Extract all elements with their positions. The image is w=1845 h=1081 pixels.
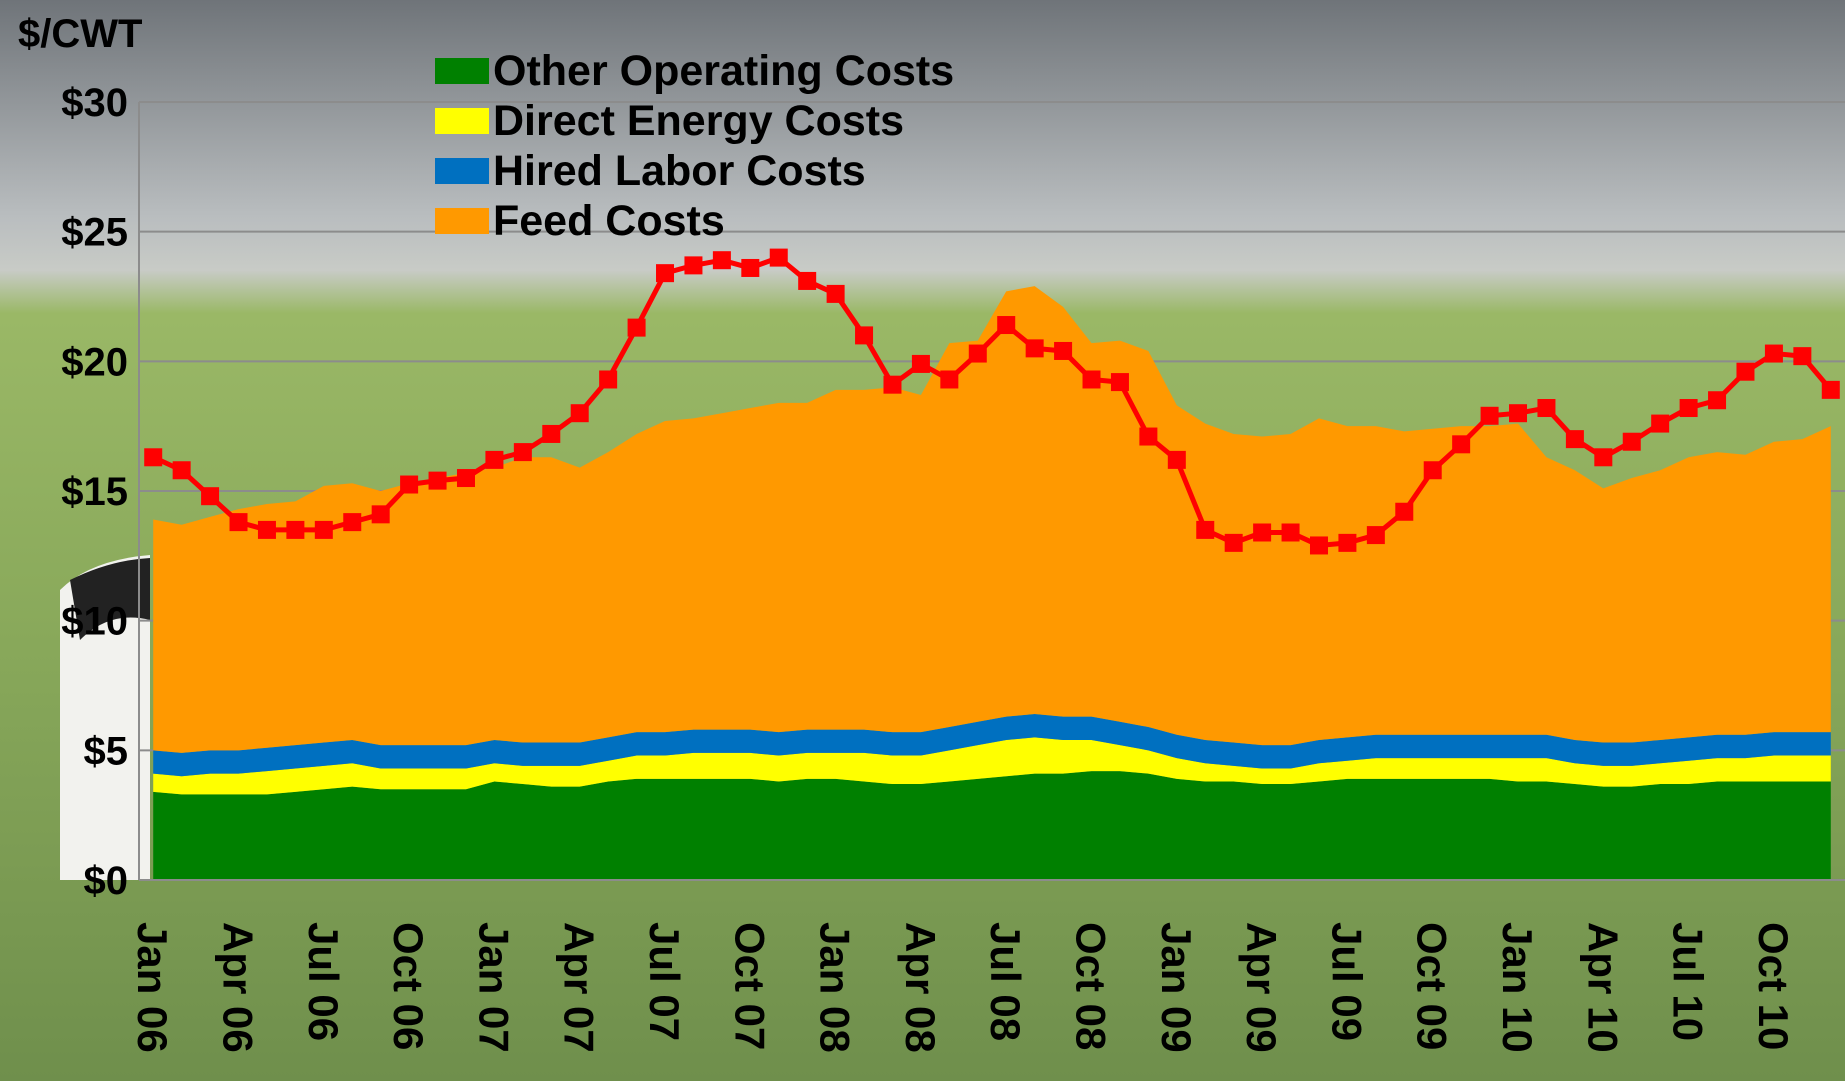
marker — [1822, 381, 1840, 399]
marker — [1509, 404, 1527, 422]
x-tick-label: Apr 07 — [556, 922, 603, 1053]
marker — [173, 461, 191, 479]
y-tick-label: $0 — [84, 859, 129, 903]
marker — [258, 521, 276, 539]
marker — [997, 316, 1015, 334]
marker — [770, 249, 788, 267]
legend-label: Hired Labor Costs — [493, 147, 866, 195]
y-tick-label: $30 — [61, 81, 128, 125]
marker — [457, 469, 475, 487]
legend-label: Feed Costs — [493, 197, 725, 245]
marker — [1139, 428, 1157, 446]
legend-swatch — [435, 208, 489, 234]
legend-label: Other Operating Costs — [493, 47, 954, 95]
x-tick-label: Jan 09 — [1153, 922, 1200, 1053]
x-tick-label: Jul 06 — [300, 922, 347, 1041]
x-tick-label: Oct 07 — [726, 922, 773, 1050]
marker — [1395, 503, 1413, 521]
marker — [1481, 407, 1499, 425]
marker — [514, 443, 532, 461]
y-tick-label: $15 — [61, 470, 128, 514]
marker — [883, 376, 901, 394]
y-tick-label: $10 — [61, 600, 128, 644]
marker — [1338, 534, 1356, 552]
x-tick-label: Oct 09 — [1409, 922, 1456, 1050]
x-tick-label: Jul 10 — [1665, 922, 1712, 1041]
marker — [230, 513, 248, 531]
marker — [656, 264, 674, 282]
marker — [798, 272, 816, 290]
marker — [1424, 461, 1442, 479]
marker — [429, 472, 447, 490]
marker — [201, 487, 219, 505]
marker — [1793, 347, 1811, 365]
legend-swatch — [435, 108, 489, 134]
marker — [855, 326, 873, 344]
marker — [372, 505, 390, 523]
x-tick-label: Jan 06 — [129, 922, 176, 1053]
marker — [827, 285, 845, 303]
marker — [1282, 523, 1300, 541]
chart: $/CWT $0 $5 $10 $15 $20 $25 $30 Jan 06 Apr 06 Jul… — [0, 0, 1845, 1081]
legend-swatch — [435, 58, 489, 84]
y-tick-label: $20 — [61, 340, 128, 384]
marker — [1168, 451, 1186, 469]
marker — [713, 251, 731, 269]
marker — [1594, 448, 1612, 466]
legend-label: Direct Energy Costs — [493, 97, 904, 145]
page: {"chart_data":{"type":"stacked-area-line… — [0, 0, 1845, 1081]
x-tick-label: Jan 07 — [470, 922, 517, 1053]
marker — [1651, 415, 1669, 433]
marker — [343, 513, 361, 531]
marker — [1026, 339, 1044, 357]
marker — [1452, 435, 1470, 453]
marker — [684, 256, 702, 274]
x-tick-label: Apr 06 — [215, 922, 262, 1053]
marker — [599, 370, 617, 388]
marker — [1623, 433, 1641, 451]
marker — [1537, 399, 1555, 417]
x-tick-label: Jan 10 — [1494, 922, 1541, 1053]
x-tick-label: Apr 09 — [1238, 922, 1285, 1053]
marker — [1054, 342, 1072, 360]
y-tick-label: $25 — [61, 211, 128, 255]
marker — [969, 345, 987, 363]
x-tick-label: Jul 08 — [982, 922, 1029, 1041]
marker — [628, 319, 646, 337]
marker — [400, 476, 418, 494]
marker — [315, 521, 333, 539]
marker — [1225, 534, 1243, 552]
legend-swatch — [435, 158, 489, 184]
marker — [1680, 399, 1698, 417]
x-tick-label: Apr 10 — [1579, 922, 1626, 1053]
marker — [1310, 536, 1328, 554]
marker — [912, 355, 930, 373]
marker — [1708, 391, 1726, 409]
marker — [1367, 526, 1385, 544]
x-tick-label: Jul 07 — [641, 922, 688, 1041]
x-tick-label: Apr 08 — [897, 922, 944, 1053]
marker — [1566, 430, 1584, 448]
marker — [542, 425, 560, 443]
marker — [1765, 345, 1783, 363]
marker — [144, 448, 162, 466]
marker — [741, 259, 759, 277]
x-tick-label: Jul 09 — [1323, 922, 1370, 1041]
x-tick-label: Oct 10 — [1750, 922, 1797, 1050]
marker — [940, 370, 958, 388]
marker — [485, 451, 503, 469]
marker — [1253, 523, 1271, 541]
x-tick-label: Jan 08 — [812, 922, 859, 1053]
marker — [1196, 521, 1214, 539]
x-tick-label: Oct 06 — [385, 922, 432, 1050]
marker — [1736, 363, 1754, 381]
y-axis-label: $/CWT — [18, 12, 142, 56]
marker — [1083, 370, 1101, 388]
marker — [1111, 373, 1129, 391]
y-tick-label: $5 — [84, 729, 129, 773]
marker — [286, 521, 304, 539]
marker — [571, 404, 589, 422]
x-tick-label: Oct 08 — [1068, 922, 1115, 1050]
